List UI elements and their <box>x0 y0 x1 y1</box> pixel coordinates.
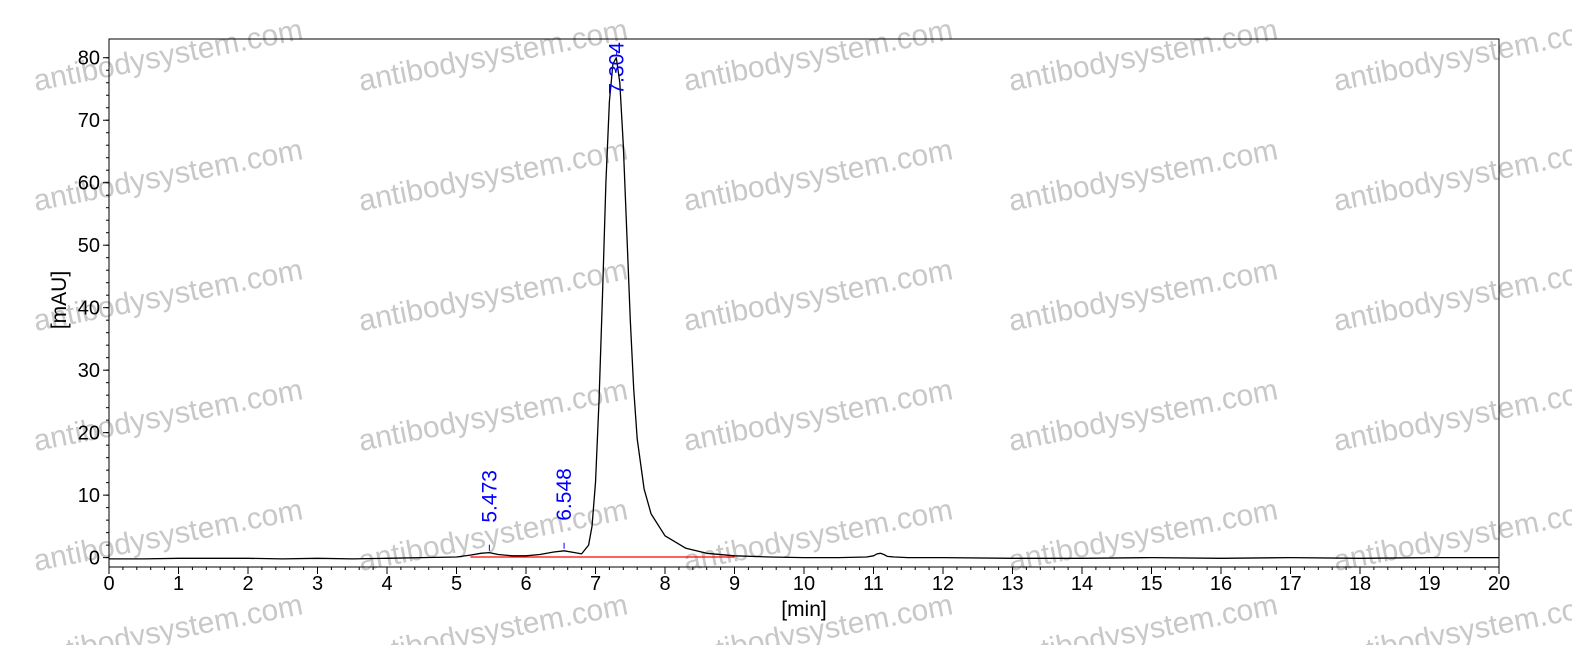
x-tick-label: 9 <box>729 573 740 595</box>
chromatogram-trace <box>109 57 1499 560</box>
y-axis-title: [mAU] <box>48 271 71 329</box>
peak-label: 6.548 <box>553 468 576 521</box>
x-tick-label: 8 <box>659 573 670 595</box>
watermark-text: antibodysystem.com <box>1006 493 1281 578</box>
y-tick-label: 50 <box>78 235 100 257</box>
x-axis-title: [min] <box>781 598 827 621</box>
peak-label: 5.473 <box>478 470 501 523</box>
x-tick-label: 18 <box>1349 573 1371 595</box>
x-tick-label: 12 <box>932 573 954 595</box>
watermark-text: antibodysystem.com <box>681 133 956 218</box>
x-tick-label: 2 <box>242 573 253 595</box>
watermark-text: antibodysystem.com <box>1331 493 1572 578</box>
x-tick-label: 13 <box>1001 573 1023 595</box>
y-tick-label: 10 <box>78 485 100 507</box>
y-tick-label: 80 <box>78 48 100 70</box>
series-layer <box>109 57 1499 560</box>
watermark-layer: antibodysystem.com antibodysystem.com anti… <box>31 13 1572 650</box>
x-tick-label: 5 <box>451 573 462 595</box>
watermark-text: antibodysystem.com <box>1006 133 1281 218</box>
watermark-text: antibodysystem.com <box>356 373 631 458</box>
x-tick-label: 14 <box>1071 573 1093 595</box>
watermark-text: antibodysystem.com <box>356 133 631 218</box>
watermark-text: antibodysystem.com <box>681 13 956 98</box>
watermark-text: antibodysystem.com <box>31 13 306 98</box>
x-tick-label: 19 <box>1418 573 1440 595</box>
x-tick-label: 16 <box>1210 573 1232 595</box>
watermark-text: antibodysystem.com <box>1006 13 1281 98</box>
x-axis: 0 1 2 3 4 5 6 7 8 9 10 11 12 13 14 15 16 17 18 19 20 <box>103 567 1510 595</box>
watermark-text: antibodysystem.com <box>31 493 306 578</box>
x-tick-label: 17 <box>1279 573 1301 595</box>
x-tick-label: 0 <box>103 573 114 595</box>
watermark-text: antibodysystem.com <box>31 588 306 645</box>
watermark-text: antibodysystem.com <box>1331 373 1572 458</box>
watermark-text: antibodysystem.com <box>1331 133 1572 218</box>
watermark-text: antibodysystem.com <box>31 133 306 218</box>
y-tick-label: 0 <box>89 548 100 570</box>
y-tick-label: 40 <box>78 298 100 320</box>
y-tick-label: 30 <box>78 360 100 382</box>
y-tick-label: 20 <box>78 423 100 445</box>
watermark-text: antibodysystem.com <box>1331 13 1572 98</box>
watermark-text: antibodysystem.com <box>1006 373 1281 458</box>
watermark-text: antibodysystem.com <box>1006 253 1281 338</box>
watermark-text: antibodysystem.com <box>681 493 956 578</box>
watermark-text: antibodysystem.com <box>1006 588 1281 645</box>
watermark-text: antibodysystem.com <box>356 588 631 645</box>
x-tick-label: 3 <box>312 573 323 595</box>
watermark-text: antibodysystem.com <box>1331 588 1572 645</box>
watermark-text: antibodysystem.com <box>31 373 306 458</box>
x-tick-label: 11 <box>863 573 884 595</box>
watermark-text: antibodysystem.com <box>681 253 956 338</box>
watermark-text: antibodysystem.com <box>356 13 631 98</box>
x-tick-label: 7 <box>590 573 601 595</box>
peak-label: 7.304 <box>606 42 629 95</box>
x-tick-label: 20 <box>1488 573 1510 595</box>
watermark-text: antibodysystem.com <box>1331 253 1572 338</box>
y-axis: 0 10 20 30 40 50 60 70 80 <box>78 48 109 570</box>
watermark-text: antibodysystem.com <box>681 373 956 458</box>
x-tick-label: 6 <box>520 573 531 595</box>
peak-label-layer: 5.473 6.548 7.304 <box>478 42 629 551</box>
x-tick-label: 15 <box>1140 573 1162 595</box>
watermark-text: antibodysystem.com <box>31 253 306 338</box>
x-tick-label: 4 <box>381 573 392 595</box>
watermark-text: antibodysystem.com <box>356 253 631 338</box>
y-tick-label: 70 <box>78 110 100 132</box>
y-tick-label: 60 <box>78 173 100 195</box>
x-tick-label: 1 <box>173 573 184 595</box>
x-tick-label: 10 <box>793 573 815 595</box>
